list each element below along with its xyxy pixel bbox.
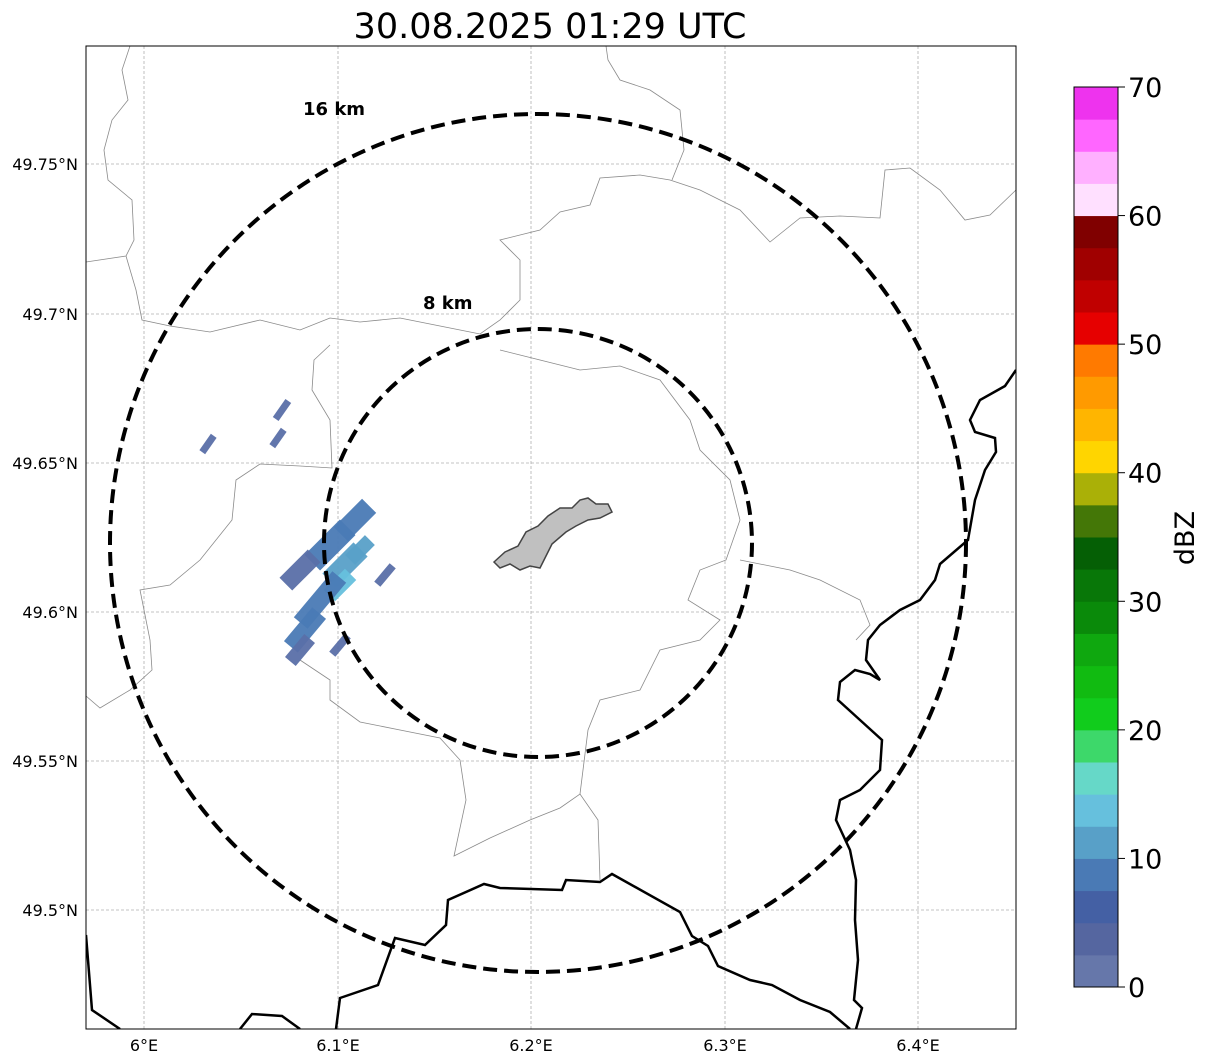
map-title: 30.08.2025 01:29 UTC — [354, 7, 747, 47]
colorbar-segment — [1074, 440, 1118, 474]
ring-label-8km: 8 km — [423, 293, 473, 314]
radar-echo — [345, 535, 375, 565]
national-border-south-2 — [334, 872, 851, 1029]
colorbar-segment — [1074, 408, 1118, 442]
x-tick-label: 6.3°E — [703, 1036, 747, 1055]
colorbar-segment — [1074, 472, 1118, 506]
radar-echo — [283, 607, 327, 653]
colorbar-segment — [1074, 697, 1118, 731]
admin-border-east-2 — [739, 559, 871, 641]
y-tick-label: 49.55°N — [12, 752, 78, 771]
city-area — [492, 497, 614, 571]
colorbar-segment — [1074, 954, 1118, 988]
colorbar-segment — [1074, 215, 1118, 249]
national-border-south — [239, 1012, 301, 1029]
colorbar-segment — [1074, 183, 1118, 217]
national-border-southwest — [86, 934, 121, 1029]
radar-echo — [284, 634, 316, 666]
colorbar-segment — [1074, 376, 1118, 409]
colorbar-tick-label: 0 — [1128, 973, 1145, 1004]
colorbar-segment — [1074, 890, 1118, 924]
colorbar-segment — [1074, 87, 1118, 120]
colorbar-tick-label: 70 — [1128, 73, 1162, 104]
colorbar-segment — [1074, 504, 1118, 538]
national-borders — [86, 369, 1016, 1029]
admin-border-south — [299, 659, 601, 881]
admin-borders — [86, 46, 1016, 881]
y-tick-label: 49.6°N — [22, 603, 78, 622]
y-tick-label: 49.7°N — [22, 305, 78, 324]
x-tick-label: 6.4°E — [896, 1036, 940, 1055]
admin-border-east — [499, 349, 741, 795]
colorbar-segment — [1074, 344, 1118, 377]
colorbar-segment — [1074, 312, 1118, 345]
colorbar-segment — [1074, 119, 1118, 152]
colorbar-tick-label: 10 — [1128, 844, 1162, 875]
y-tick-label: 49.5°N — [22, 901, 78, 920]
admin-border-center — [86, 344, 333, 709]
admin-border-north — [605, 46, 685, 181]
radar-echo — [279, 549, 321, 591]
x-tick-label: 6.1°E — [316, 1036, 360, 1055]
colorbar-ticks: 0 10 20 30 40 50 60 70 — [1118, 73, 1162, 1004]
national-border-east — [834, 369, 1016, 1029]
colorbar-tick-label: 30 — [1128, 587, 1162, 618]
colorbar-segment — [1074, 633, 1118, 667]
colorbar-segment — [1074, 922, 1118, 956]
colorbar-tick-label: 40 — [1128, 459, 1162, 490]
range-ring-16km — [108, 112, 968, 974]
range-ring-8km — [322, 327, 754, 759]
radar-echo — [304, 519, 356, 571]
y-tick-label: 49.75°N — [12, 155, 78, 174]
radar-echoes — [199, 398, 396, 666]
admin-border-west — [86, 46, 135, 263]
y-axis-ticks: 49.75°N 49.7°N 49.65°N 49.6°N 49.55°N 49… — [12, 155, 78, 920]
colorbar-tick-label: 60 — [1128, 202, 1162, 233]
colorbar-segment — [1074, 858, 1118, 892]
radar-echo — [374, 563, 396, 587]
colorbar-segment — [1074, 569, 1118, 602]
radar-echo — [272, 398, 292, 422]
x-tick-label: 6.2°E — [509, 1036, 553, 1055]
colorbar-segment — [1074, 279, 1118, 313]
colorbar-segment — [1074, 537, 1118, 570]
x-tick-label: 6°E — [130, 1036, 158, 1055]
colorbar-segment — [1074, 762, 1118, 795]
colorbar-label: dBZ — [1170, 511, 1201, 565]
colorbar-segment — [1074, 151, 1118, 184]
colorbar-segment — [1074, 247, 1118, 281]
colorbar — [1074, 87, 1118, 988]
colorbar-segment — [1074, 826, 1118, 859]
colorbar-segment — [1074, 729, 1118, 763]
map-frame — [85, 45, 1017, 1030]
colorbar-segment — [1074, 794, 1118, 827]
ring-label-16km: 16 km — [303, 99, 365, 120]
admin-border-west-2 — [125, 167, 1016, 335]
colorbar-frame — [1073, 86, 1119, 988]
colorbar-tick-label: 50 — [1128, 330, 1162, 361]
y-tick-label: 49.65°N — [12, 454, 78, 473]
colorbar-tick-label: 20 — [1128, 716, 1162, 747]
colorbar-segment — [1074, 601, 1118, 634]
x-axis-ticks: 6°E 6.1°E 6.2°E 6.3°E 6.4°E — [130, 1036, 940, 1055]
radar-echo — [199, 433, 217, 455]
radar-echo — [269, 427, 287, 449]
colorbar-segment — [1074, 665, 1118, 699]
